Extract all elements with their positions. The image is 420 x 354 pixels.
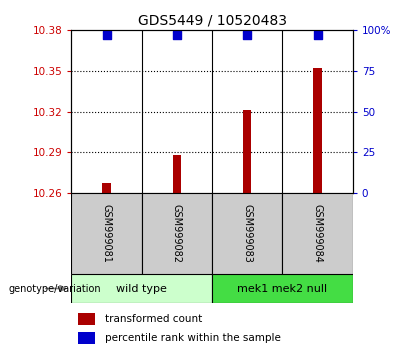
- Text: GSM999081: GSM999081: [102, 204, 112, 263]
- Text: mek1 mek2 null: mek1 mek2 null: [237, 284, 328, 293]
- Text: GSM999083: GSM999083: [242, 204, 252, 263]
- Text: transformed count: transformed count: [105, 314, 202, 324]
- Title: GDS5449 / 10520483: GDS5449 / 10520483: [138, 13, 286, 28]
- Point: [314, 32, 321, 38]
- Text: GSM999084: GSM999084: [312, 204, 323, 263]
- Bar: [102, 183, 111, 193]
- Bar: [173, 155, 181, 193]
- Bar: [78, 332, 95, 344]
- Bar: [78, 313, 95, 325]
- Text: wild type: wild type: [116, 284, 167, 293]
- Text: percentile rank within the sample: percentile rank within the sample: [105, 333, 281, 343]
- FancyBboxPatch shape: [71, 193, 142, 274]
- Text: genotype/variation: genotype/variation: [8, 284, 101, 293]
- FancyBboxPatch shape: [212, 274, 353, 303]
- Bar: [243, 110, 252, 193]
- Bar: [313, 68, 322, 193]
- FancyBboxPatch shape: [212, 193, 282, 274]
- FancyBboxPatch shape: [282, 193, 353, 274]
- Text: GSM999082: GSM999082: [172, 204, 182, 263]
- Point: [173, 32, 180, 38]
- Point: [103, 32, 110, 38]
- Point: [244, 32, 251, 38]
- FancyBboxPatch shape: [71, 274, 212, 303]
- FancyBboxPatch shape: [142, 193, 212, 274]
